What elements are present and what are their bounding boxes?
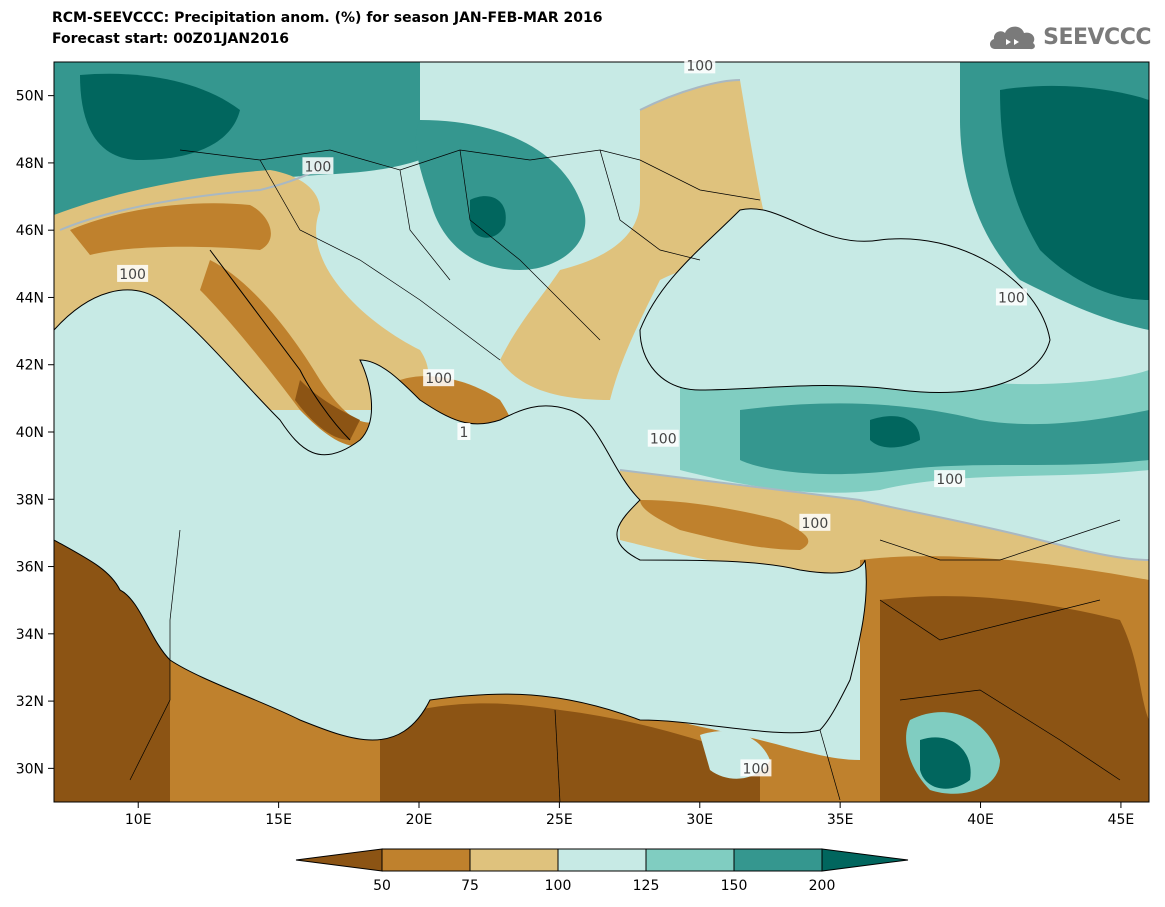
- longitude-axis: 10E 15E 20E 25E 30E 35E 40E 45E: [125, 802, 1134, 828]
- colorbar-bin: [469, 848, 559, 872]
- colorbar-bin: [733, 848, 823, 872]
- contour-label-bg: [684, 56, 716, 74]
- seevccc-logo: SEEVCCC: [987, 20, 1151, 54]
- lat-tick-label: 50N: [16, 89, 44, 105]
- colorbar-tick-label: 125: [633, 878, 660, 894]
- contour-label: 100: [802, 516, 829, 532]
- contour-label: 100: [119, 267, 146, 283]
- contour-label: 100: [743, 761, 770, 777]
- lon-tick-label: 30E: [686, 812, 713, 828]
- lon-tick-label: 40E: [967, 812, 994, 828]
- map-title: RCM-SEEVCCC: Precipitation anom. (%) for…: [52, 10, 603, 26]
- latitude-axis: 50N 48N 46N 44N 42N 40N 38N 36N 34N 32N 30N: [16, 89, 54, 777]
- lat-tick-label: 42N: [16, 358, 44, 374]
- colorbar: 50 75 100 125 150 200: [295, 848, 909, 894]
- contour-label-bg: [995, 288, 1027, 306]
- contour-label-bg: [740, 759, 772, 777]
- logo-text: SEEVCCC: [1043, 24, 1151, 50]
- lon-tick-label: 20E: [406, 812, 433, 828]
- colorbar-tick-label: 75: [461, 878, 479, 894]
- forecast-start: Forecast start: 00Z01JAN2016: [52, 31, 290, 47]
- country-borders: [129, 149, 1121, 802]
- colorbar-bin: [645, 848, 735, 872]
- lat-tick-label: 32N: [16, 694, 44, 710]
- contour-label: 100: [425, 371, 452, 387]
- coastlines: [54, 208, 1051, 741]
- lon-tick-label: 35E: [827, 812, 854, 828]
- lon-tick-label: 45E: [1108, 812, 1135, 828]
- contour-label: 100: [305, 159, 332, 175]
- colorbar-bin: [821, 848, 909, 872]
- cloud-icon: [990, 26, 1036, 50]
- lat-tick-label: 30N: [16, 761, 44, 777]
- lon-tick-label: 10E: [125, 812, 152, 828]
- lat-tick-label: 34N: [16, 627, 44, 643]
- contour-labels: 100 100 100 100 1 100 100 100 100 100: [117, 56, 1027, 777]
- lat-tick-label: 44N: [16, 290, 44, 306]
- contour-label-bg: [799, 513, 831, 531]
- contour-label: 100: [998, 290, 1025, 306]
- contour-label-bg: [934, 470, 966, 488]
- contour-label: 1: [459, 425, 468, 441]
- colorbar-tick-label: 150: [721, 878, 748, 894]
- colorbar-bin: [381, 848, 471, 872]
- colorbar-tick-label: 50: [373, 878, 391, 894]
- colorbar-bin: [295, 848, 383, 872]
- contour-label: 100: [686, 58, 713, 74]
- contour-label-bg: [647, 429, 679, 447]
- contour-label-bg: [117, 264, 149, 282]
- lon-tick-label: 15E: [265, 812, 292, 828]
- contour-label: 100: [650, 432, 677, 448]
- colorbar-tick-label: 100: [545, 878, 572, 894]
- colorbar-bin: [557, 848, 647, 872]
- contour-label: 100: [936, 472, 963, 488]
- lat-tick-label: 46N: [16, 223, 44, 239]
- contour-label-bg: [423, 369, 455, 387]
- contour-label-bg: [457, 423, 471, 440]
- colorbar-tick-label: 200: [809, 878, 836, 894]
- lat-tick-label: 36N: [16, 560, 44, 576]
- lon-tick-label: 25E: [546, 812, 573, 828]
- lat-tick-label: 48N: [16, 156, 44, 172]
- lat-tick-label: 38N: [16, 492, 44, 508]
- lat-tick-label: 40N: [16, 425, 44, 441]
- contour-label-bg: [302, 157, 334, 175]
- anomaly-field: [54, 62, 1149, 802]
